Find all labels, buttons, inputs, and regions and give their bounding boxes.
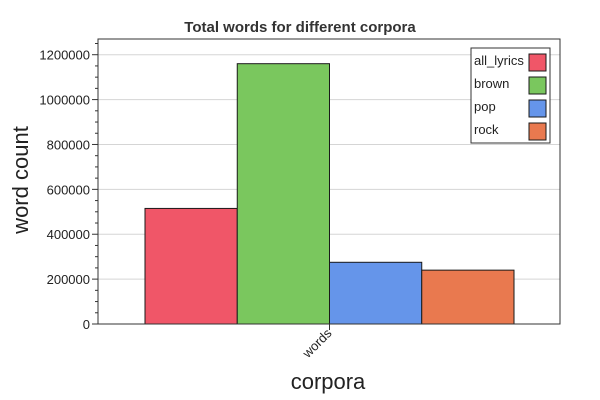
legend-swatch-rock: [528, 122, 547, 141]
legend-swatch-all-lyrics: [528, 53, 547, 72]
y-tick-label: 0: [83, 317, 90, 332]
y-tick-label: 200000: [47, 272, 90, 287]
bar-all-lyrics: [144, 207, 238, 325]
chart-title: Total words for different corpora: [184, 19, 416, 36]
y-tick-label: 800000: [47, 137, 90, 152]
legend-label-pop: pop: [474, 99, 496, 114]
x-axis-label: corpora: [291, 369, 366, 394]
legend-label-rock: rock: [474, 122, 499, 137]
bar-rock: [421, 269, 515, 325]
legend-swatch-pop: [528, 99, 547, 118]
legend-swatch-brown: [528, 76, 547, 95]
y-tick-label: 600000: [47, 182, 90, 197]
legend-label-all-lyrics: all_lyrics: [474, 53, 524, 68]
bar-brown: [236, 63, 330, 325]
bar-pop: [329, 261, 423, 325]
axis-layer: 020000040000060000080000010000001200000w…: [39, 38, 561, 361]
legend-label-brown: brown: [474, 76, 509, 91]
y-tick-label: 1200000: [39, 48, 90, 63]
y-tick-label: 400000: [47, 227, 90, 242]
y-axis-label: word count: [8, 126, 33, 235]
y-tick-label: 1000000: [39, 93, 90, 108]
